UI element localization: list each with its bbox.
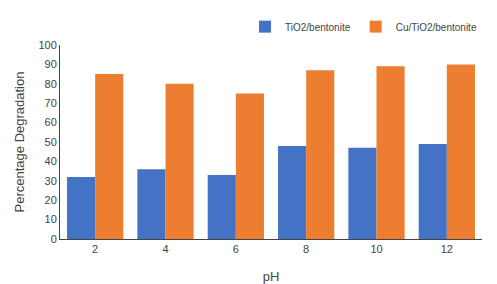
svg-text:10: 10 — [45, 213, 57, 225]
svg-text:6: 6 — [233, 243, 239, 255]
svg-text:40: 40 — [45, 155, 57, 167]
svg-text:50: 50 — [45, 136, 57, 148]
svg-text:10: 10 — [370, 243, 382, 255]
svg-text:70: 70 — [45, 97, 57, 109]
svg-text:Percentage Degradation: Percentage Degradation — [12, 72, 27, 213]
svg-text:20: 20 — [45, 194, 57, 206]
svg-text:8: 8 — [303, 243, 309, 255]
svg-text:90: 90 — [45, 58, 57, 70]
svg-text:80: 80 — [45, 78, 57, 90]
svg-text:2: 2 — [92, 243, 98, 255]
svg-text:pH: pH — [263, 269, 280, 284]
svg-text:100: 100 — [38, 39, 56, 51]
svg-text:4: 4 — [162, 243, 168, 255]
svg-text:12: 12 — [441, 243, 453, 255]
svg-text:Cu/TiO2/bentonite: Cu/TiO2/bentonite — [396, 22, 477, 33]
svg-text:30: 30 — [45, 175, 57, 187]
svg-text:0: 0 — [51, 233, 57, 245]
svg-text:60: 60 — [45, 116, 57, 128]
svg-text:TiO2/bentonite: TiO2/bentonite — [285, 22, 351, 33]
